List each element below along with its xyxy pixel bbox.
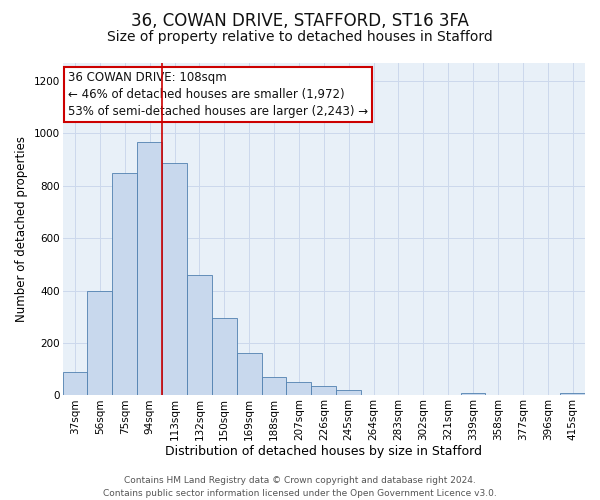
Bar	[187, 275, 212, 396]
Bar	[112, 173, 137, 396]
Bar	[560, 393, 585, 396]
Text: 36, COWAN DRIVE, STAFFORD, ST16 3FA: 36, COWAN DRIVE, STAFFORD, ST16 3FA	[131, 12, 469, 30]
Text: Contains HM Land Registry data © Crown copyright and database right 2024.
Contai: Contains HM Land Registry data © Crown c…	[103, 476, 497, 498]
Bar	[286, 382, 311, 396]
Bar	[237, 354, 262, 396]
Text: Size of property relative to detached houses in Stafford: Size of property relative to detached ho…	[107, 30, 493, 44]
Bar	[262, 376, 286, 396]
Text: 36 COWAN DRIVE: 108sqm
← 46% of detached houses are smaller (1,972)
53% of semi-: 36 COWAN DRIVE: 108sqm ← 46% of detached…	[68, 71, 368, 118]
Y-axis label: Number of detached properties: Number of detached properties	[15, 136, 28, 322]
Bar	[461, 393, 485, 396]
Bar	[162, 164, 187, 396]
Bar	[62, 372, 88, 396]
Bar	[137, 142, 162, 396]
Bar	[311, 386, 336, 396]
Bar	[212, 318, 237, 396]
X-axis label: Distribution of detached houses by size in Stafford: Distribution of detached houses by size …	[165, 444, 482, 458]
Bar	[88, 290, 112, 396]
Bar	[336, 390, 361, 396]
